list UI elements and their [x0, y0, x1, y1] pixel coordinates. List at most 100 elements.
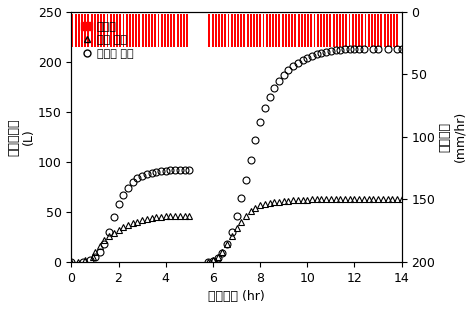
Bar [266, 14, 268, 47]
Bar [91, 14, 93, 47]
Bar [246, 14, 248, 47]
Bar [396, 14, 398, 47]
Bar [180, 14, 182, 47]
Bar [209, 14, 210, 47]
Bar [164, 14, 166, 47]
Bar [263, 14, 264, 47]
Bar [186, 14, 188, 47]
Bar [361, 14, 363, 47]
Bar [377, 14, 379, 47]
Bar [355, 14, 357, 47]
Bar [256, 14, 258, 47]
Bar [81, 14, 83, 47]
Bar [393, 14, 395, 47]
Bar [97, 14, 99, 47]
Bar [132, 14, 134, 47]
Bar [374, 14, 376, 47]
Y-axis label: 누적유출량
(L): 누적유출량 (L) [7, 118, 35, 156]
Bar [154, 14, 156, 47]
Bar [275, 14, 277, 47]
Bar [88, 14, 89, 47]
Bar [390, 14, 392, 47]
Bar [387, 14, 389, 47]
Bar [148, 14, 150, 47]
Bar [349, 14, 350, 47]
Legend: 강우량, 표면 유출, 유공관 유출: 강우량, 표면 유출, 유공관 유출 [77, 17, 138, 63]
Bar [218, 14, 220, 47]
Bar [224, 14, 226, 47]
Bar [123, 14, 124, 47]
Bar [104, 14, 105, 47]
Bar [75, 14, 77, 47]
Bar [119, 14, 121, 47]
Bar [110, 14, 112, 47]
Bar [365, 14, 367, 47]
Bar [228, 14, 229, 47]
Bar [279, 14, 280, 47]
Bar [221, 14, 223, 47]
Bar [78, 14, 80, 47]
Bar [231, 14, 233, 47]
Bar [371, 14, 373, 47]
Bar [170, 14, 172, 47]
Bar [285, 14, 287, 47]
Bar [307, 14, 309, 47]
Bar [106, 14, 108, 47]
Bar [139, 14, 140, 47]
Bar [167, 14, 169, 47]
Bar [174, 14, 175, 47]
Bar [358, 14, 360, 47]
Bar [250, 14, 252, 47]
Y-axis label: 강우강도
(mm/hr): 강우강도 (mm/hr) [438, 111, 466, 162]
Bar [135, 14, 137, 47]
Bar [330, 14, 332, 47]
Bar [145, 14, 147, 47]
Bar [151, 14, 153, 47]
Bar [304, 14, 306, 47]
Bar [272, 14, 274, 47]
Bar [253, 14, 255, 47]
Bar [339, 14, 341, 47]
Bar [298, 14, 299, 47]
Bar [161, 14, 163, 47]
Bar [380, 14, 382, 47]
Bar [244, 14, 245, 47]
Bar [368, 14, 369, 47]
Bar [384, 14, 385, 47]
Bar [336, 14, 338, 47]
Bar [317, 14, 319, 47]
Bar [183, 14, 185, 47]
Bar [342, 14, 344, 47]
Bar [141, 14, 143, 47]
Bar [320, 14, 322, 47]
Bar [71, 14, 73, 47]
Bar [158, 14, 159, 47]
Bar [291, 14, 293, 47]
Bar [211, 14, 213, 47]
Bar [237, 14, 239, 47]
Bar [310, 14, 312, 47]
Bar [215, 14, 217, 47]
Bar [234, 14, 236, 47]
Bar [269, 14, 271, 47]
Bar [177, 14, 179, 47]
Bar [259, 14, 261, 47]
Bar [301, 14, 303, 47]
X-axis label: 경과시간 (hr): 경과시간 (hr) [208, 290, 265, 303]
Bar [345, 14, 347, 47]
Bar [94, 14, 96, 47]
Bar [352, 14, 354, 47]
Bar [84, 14, 86, 47]
Bar [288, 14, 290, 47]
Bar [294, 14, 296, 47]
Bar [116, 14, 118, 47]
Bar [126, 14, 128, 47]
Bar [113, 14, 115, 47]
Bar [100, 14, 102, 47]
Bar [323, 14, 325, 47]
Bar [240, 14, 242, 47]
Bar [129, 14, 131, 47]
Bar [333, 14, 334, 47]
Bar [326, 14, 328, 47]
Bar [282, 14, 284, 47]
